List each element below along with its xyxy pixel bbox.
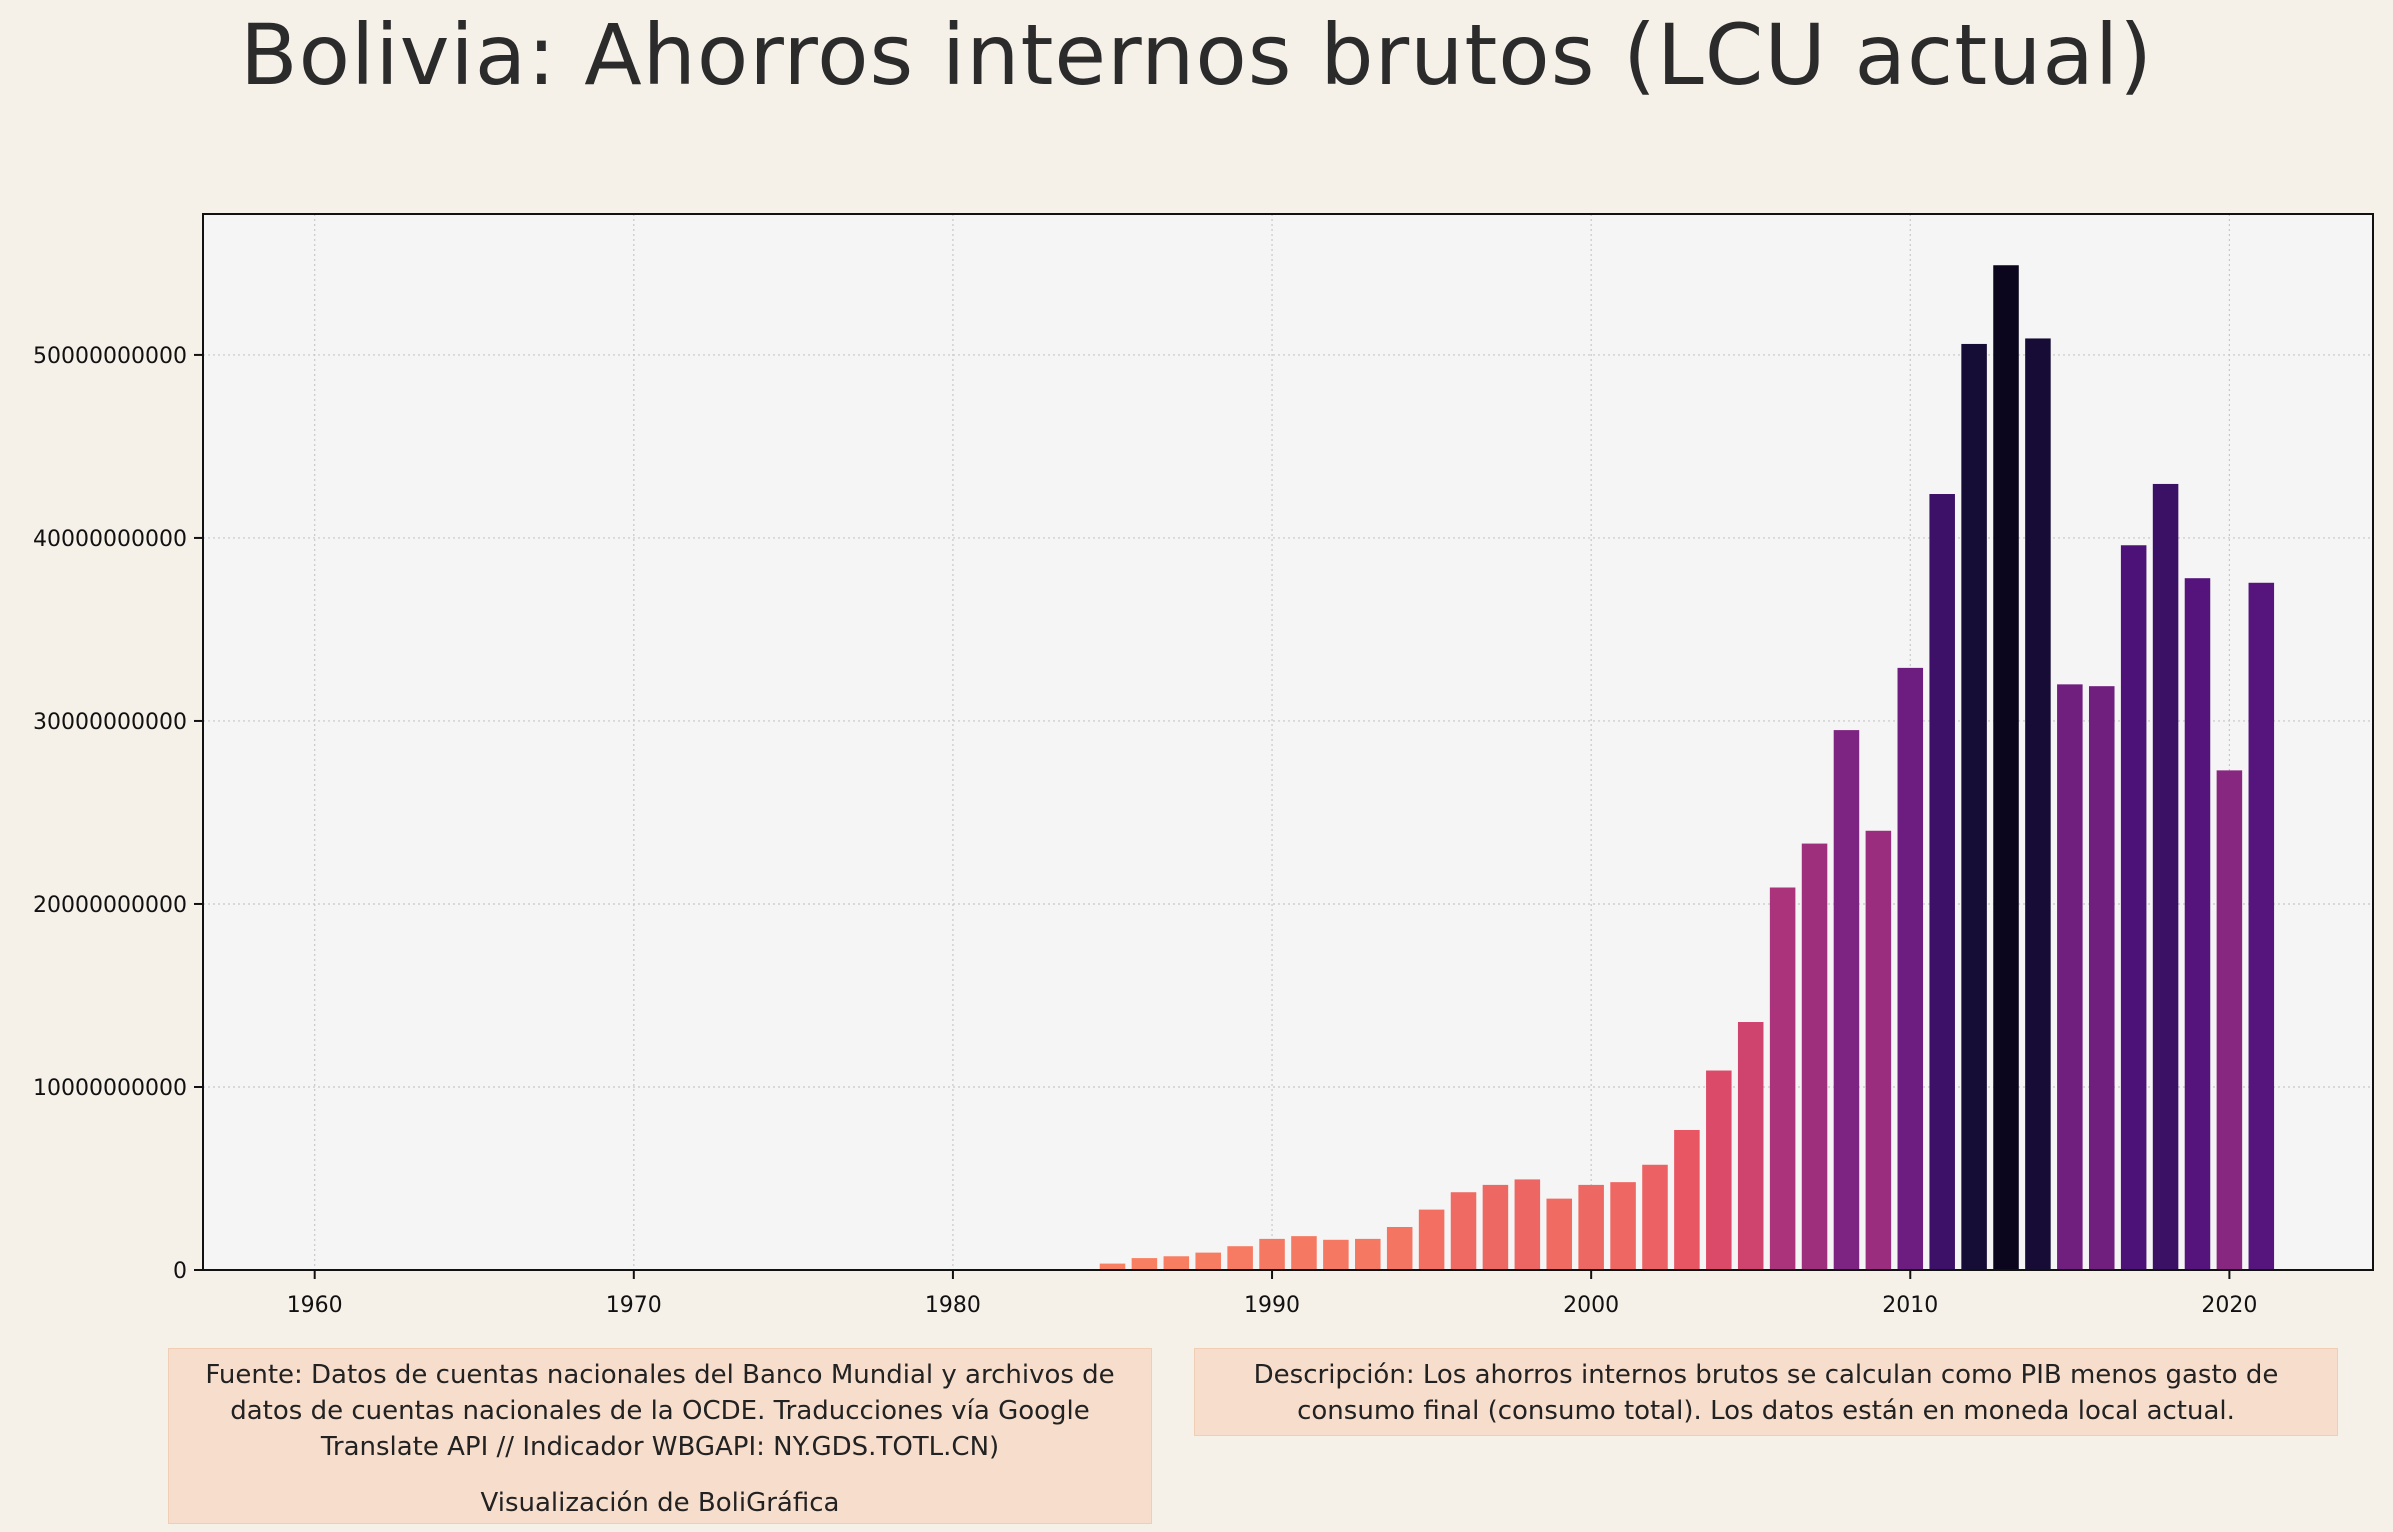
plot-frame bbox=[202, 213, 2374, 1271]
bar-2021 bbox=[2248, 582, 2275, 1270]
source-text: Fuente: Datos de cuentas nacionales del … bbox=[205, 1360, 1115, 1462]
bar-2002 bbox=[1642, 1164, 1668, 1270]
bar-2004 bbox=[1706, 1070, 1732, 1270]
bar-2012 bbox=[1961, 343, 1987, 1271]
x-tick-label: 2010 bbox=[1882, 1293, 1938, 1318]
bar-2013 bbox=[1993, 265, 2019, 1270]
bar-1992 bbox=[1323, 1239, 1349, 1270]
x-tick-label: 2000 bbox=[1563, 1293, 1619, 1318]
y-tick-label: 20000000000 bbox=[33, 893, 187, 918]
bar-1998 bbox=[1514, 1179, 1541, 1270]
bar-2015 bbox=[2057, 684, 2083, 1270]
bar-1986 bbox=[1131, 1258, 1158, 1270]
bar-1991 bbox=[1291, 1236, 1317, 1270]
bar-2006 bbox=[1769, 887, 1796, 1270]
bar-2000 bbox=[1578, 1184, 1604, 1270]
bar-1997 bbox=[1482, 1184, 1509, 1270]
bar-2011 bbox=[1929, 494, 1955, 1270]
bar-1988 bbox=[1195, 1252, 1221, 1270]
bar-1995 bbox=[1418, 1209, 1445, 1270]
y-tick-label: 30000000000 bbox=[33, 710, 187, 735]
bar-2009 bbox=[1865, 830, 1892, 1270]
bar-1990 bbox=[1259, 1238, 1285, 1270]
source-note: Fuente: Datos de cuentas nacionales del … bbox=[168, 1348, 1152, 1524]
bar-1994 bbox=[1386, 1226, 1413, 1270]
bar-2003 bbox=[1674, 1129, 1700, 1270]
description-text: Descripción: Los ahorros internos brutos… bbox=[1253, 1360, 2279, 1426]
x-tick-label: 1960 bbox=[287, 1293, 343, 1318]
y-tick-label: 50000000000 bbox=[33, 344, 187, 369]
chart-title: Bolivia: Ahorros internos brutos (LCU ac… bbox=[240, 6, 2153, 104]
x-tick-label: 1970 bbox=[606, 1293, 662, 1318]
bar-2010 bbox=[1897, 667, 1924, 1270]
bar-1989 bbox=[1227, 1246, 1253, 1270]
bar-1987 bbox=[1163, 1256, 1190, 1270]
y-tick-label: 0 bbox=[173, 1259, 187, 1284]
bar-2008 bbox=[1833, 730, 1860, 1270]
bar-2020 bbox=[2216, 770, 2243, 1270]
bar-2018 bbox=[2152, 483, 2179, 1270]
x-tick-label: 1980 bbox=[925, 1293, 981, 1318]
bar-2019 bbox=[2184, 578, 2211, 1270]
bar-2001 bbox=[1610, 1182, 1636, 1270]
description-note: Descripción: Los ahorros internos brutos… bbox=[1194, 1348, 2338, 1436]
bar-1993 bbox=[1355, 1238, 1381, 1270]
bars bbox=[1099, 265, 2275, 1271]
credit-text: Visualización de BoliGráfica bbox=[480, 1488, 840, 1518]
x-tick-label: 1990 bbox=[1244, 1293, 1300, 1318]
y-tick-label: 40000000000 bbox=[33, 527, 187, 552]
bar-2005 bbox=[1737, 1022, 1764, 1270]
bar-2007 bbox=[1801, 843, 1828, 1270]
x-axis: 1960 1970 1980 1990 2000 2010 2020 bbox=[287, 1270, 2257, 1318]
bar-2017 bbox=[2120, 545, 2147, 1270]
bar-2014 bbox=[2025, 338, 2051, 1271]
x-tick-label: 2020 bbox=[2201, 1293, 2257, 1318]
y-tick-label: 10000000000 bbox=[33, 1076, 187, 1101]
bar-1999 bbox=[1546, 1198, 1573, 1270]
bar-1996 bbox=[1450, 1192, 1477, 1270]
bar-1985 bbox=[1099, 1263, 1126, 1270]
bar-2016 bbox=[2088, 686, 2115, 1270]
y-axis: 0 10000000000 20000000000 30000000000 400000… bbox=[33, 344, 203, 1284]
